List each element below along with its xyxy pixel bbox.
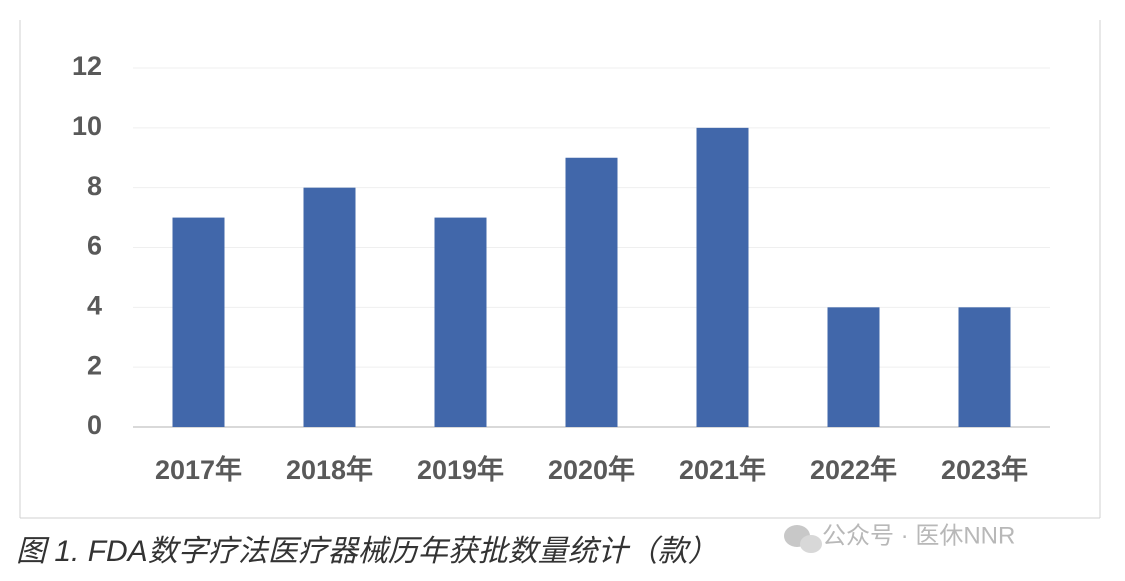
caption: 图 1. FDA数字疗法医疗器械历年获批数量统计（款） bbox=[16, 535, 718, 568]
y-tick-label: 2 bbox=[87, 350, 102, 380]
bar bbox=[303, 187, 356, 427]
y-tick-label: 10 bbox=[72, 111, 102, 141]
y-tick-label: 8 bbox=[87, 171, 102, 201]
x-tick-label: 2017年 bbox=[155, 454, 242, 485]
bar bbox=[172, 217, 225, 427]
x-tick-label: 2022年 bbox=[810, 454, 897, 485]
y-tick-label: 4 bbox=[87, 290, 102, 320]
watermark: 公众号 · 医休NNR bbox=[822, 522, 1015, 549]
watermark-icon bbox=[784, 525, 822, 553]
x-tick-label: 2021年 bbox=[679, 454, 766, 485]
bar bbox=[827, 307, 880, 427]
x-tick-label: 2019年 bbox=[417, 454, 504, 485]
bar bbox=[565, 157, 618, 427]
bar bbox=[696, 127, 749, 427]
bar bbox=[958, 307, 1011, 427]
bar bbox=[434, 217, 487, 427]
y-tick-label: 0 bbox=[87, 410, 102, 440]
y-tick-label: 12 bbox=[72, 51, 102, 81]
x-tick-label: 2020年 bbox=[548, 454, 635, 485]
y-tick-label: 6 bbox=[87, 231, 102, 261]
x-tick-label: 2018年 bbox=[286, 454, 373, 485]
x-tick-label: 2023年 bbox=[941, 454, 1028, 485]
